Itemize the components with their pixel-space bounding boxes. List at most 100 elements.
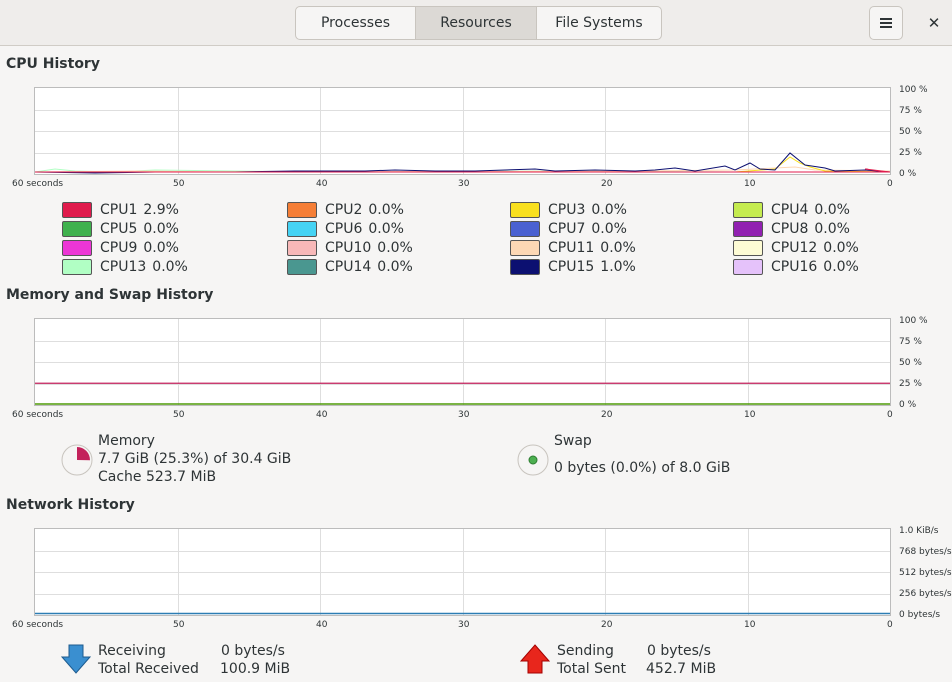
cpu-color-swatch[interactable] (62, 201, 92, 218)
cpu-legend-value: 0.0% (143, 220, 179, 237)
network-history-graph (34, 528, 891, 616)
cpu-legend-item[interactable]: CPU4 0.0% (733, 200, 850, 219)
close-button[interactable]: ✕ (920, 10, 948, 36)
cpu-color-swatch[interactable] (62, 239, 92, 256)
cpu-legend-value: 0.0% (600, 239, 636, 256)
memory-swap-history-graph (34, 318, 891, 406)
network-history-title: Network History (6, 497, 135, 513)
cpu-color-swatch[interactable] (733, 201, 763, 218)
total-received-label: Total Received (98, 661, 199, 677)
swap-info: Swap 0 bytes (0.0%) of 8.0 GiB (554, 432, 730, 477)
sending-values: 0 bytes/s 452.7 MiB (646, 642, 716, 678)
cpu-legend-value: 0.0% (823, 258, 859, 275)
cpu-legend-value: 0.0% (377, 239, 413, 256)
cpu-legend-item[interactable]: CPU7 0.0% (510, 219, 627, 238)
net-x-tick-label: 50 (173, 620, 185, 630)
cpu-legend-item[interactable]: CPU14 0.0% (287, 257, 413, 276)
receiving-info: Receiving Total Received (98, 642, 199, 678)
view-switcher: Processes Resources File Systems (295, 6, 662, 40)
cpu-legend-value: 0.0% (377, 258, 413, 275)
receiving-value: 0 bytes/s (221, 643, 285, 659)
cpu-legend-label: CPU9 (100, 239, 138, 256)
cpu-color-swatch[interactable] (287, 239, 317, 256)
cpu-legend-value: 2.9% (143, 201, 179, 218)
sending-label: Sending (557, 643, 614, 659)
cpu-color-swatch[interactable] (510, 220, 540, 237)
swap-label: Swap (554, 433, 592, 449)
cpu-legend-value: 0.0% (814, 220, 850, 237)
cpu-y-tick-label: 100 % (899, 85, 928, 95)
net-x-tick-label: 30 (458, 620, 470, 630)
cpu-legend-item[interactable]: CPU5 0.0% (62, 219, 179, 238)
cpu-legend-value: 0.0% (368, 201, 404, 218)
tab-resources[interactable]: Resources (416, 7, 537, 39)
cpu-legend-label: CPU14 (325, 258, 372, 275)
total-sent-label: Total Sent (557, 661, 627, 677)
cpu-color-swatch[interactable] (287, 258, 317, 275)
close-icon: ✕ (927, 14, 941, 32)
cpu-legend-label: CPU10 (325, 239, 372, 256)
sending-arrow-icon (520, 644, 550, 674)
receiving-label: Receiving (98, 643, 166, 659)
cpu-color-swatch[interactable] (510, 258, 540, 275)
cpu-y-tick-label: 75 % (899, 106, 922, 116)
sending-value: 0 bytes/s (647, 643, 711, 659)
cpu-y-tick-label: 25 % (899, 148, 922, 158)
cpu-color-swatch[interactable] (62, 220, 92, 237)
tab-file-systems[interactable]: File Systems (555, 15, 643, 31)
cpu-legend-item[interactable]: CPU11 0.0% (510, 238, 636, 257)
cpu-legend-label: CPU5 (100, 220, 138, 237)
memory-label: Memory (98, 433, 155, 449)
cpu-legend-item[interactable]: CPU15 1.0% (510, 257, 636, 276)
cpu-history-graph (34, 87, 891, 175)
cpu-color-swatch[interactable] (733, 239, 763, 256)
swap-usage: 0 bytes (0.0%) of 8.0 GiB (554, 460, 731, 476)
memory-usage: 7.7 GiB (25.3%) of 30.4 GiB (98, 451, 292, 467)
cpu-x-tick-label: 10 (744, 179, 756, 189)
cpu-legend-item[interactable]: CPU12 0.0% (733, 238, 859, 257)
cpu-legend-item[interactable]: CPU9 0.0% (62, 238, 179, 257)
mem-x-tick-label: 60 seconds (12, 410, 64, 420)
cpu-legend-value: 0.0% (591, 220, 627, 237)
cpu-legend-item[interactable]: CPU13 0.0% (62, 257, 188, 276)
cpu-legend-item[interactable]: CPU10 0.0% (287, 238, 413, 257)
receiving-values: 0 bytes/s 100.9 MiB (220, 642, 290, 678)
cpu-legend-value: 0.0% (823, 239, 859, 256)
net-y-tick-label: 768 bytes/s (899, 547, 952, 557)
cpu-legend-item[interactable]: CPU1 2.9% (62, 200, 179, 219)
mem-y-tick-label: 100 % (899, 316, 928, 326)
cpu-legend-label: CPU7 (548, 220, 586, 237)
receiving-arrow-icon (61, 644, 91, 674)
mem-y-tick-label: 25 % (899, 379, 922, 389)
cpu-legend-label: CPU11 (548, 239, 595, 256)
cpu-x-tick-label: 0 (887, 179, 893, 189)
mem-y-tick-label: 50 % (899, 358, 922, 368)
cpu-legend-label: CPU1 (100, 201, 138, 218)
cpu-legend-item[interactable]: CPU2 0.0% (287, 200, 404, 219)
net-x-tick-label: 20 (601, 620, 613, 630)
cpu-color-swatch[interactable] (733, 220, 763, 237)
cpu-legend-item[interactable]: CPU16 0.0% (733, 257, 859, 276)
cpu-color-swatch[interactable] (510, 201, 540, 218)
cpu-legend-label: CPU8 (771, 220, 809, 237)
memory-info: Memory 7.7 GiB (25.3%) of 30.4 GiB Cache… (98, 432, 291, 486)
cpu-color-swatch[interactable] (733, 258, 763, 275)
cpu-legend-item[interactable]: CPU3 0.0% (510, 200, 627, 219)
cpu-color-swatch[interactable] (510, 239, 540, 256)
net-x-tick-label: 10 (744, 620, 756, 630)
cpu-x-tick-label: 20 (601, 179, 613, 189)
tab-processes[interactable]: Processes (296, 7, 416, 39)
cpu-color-swatch[interactable] (287, 220, 317, 237)
cpu-history-title: CPU History (6, 56, 100, 72)
cpu-legend-item[interactable]: CPU6 0.0% (287, 219, 404, 238)
mem-y-tick-label: 0 % (899, 400, 917, 410)
mem-x-tick-label: 40 (316, 410, 328, 420)
menu-button[interactable] (869, 6, 903, 40)
cpu-color-swatch[interactable] (62, 258, 92, 275)
cpu-legend-item[interactable]: CPU8 0.0% (733, 219, 850, 238)
cpu-color-swatch[interactable] (287, 201, 317, 218)
cpu-legend-value: 0.0% (143, 239, 179, 256)
cpu-legend-value: 0.0% (152, 258, 188, 275)
cpu-legend-label: CPU16 (771, 258, 818, 275)
memory-pie-icon (61, 444, 93, 476)
